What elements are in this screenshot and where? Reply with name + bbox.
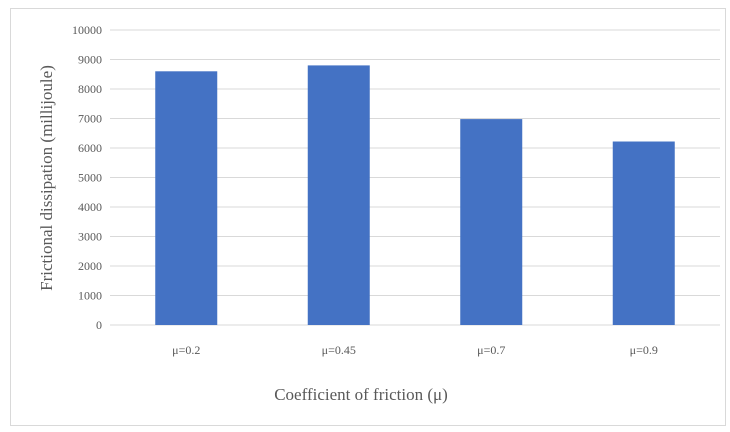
y-tick-label: 3000 <box>78 230 102 244</box>
x-tick-label: μ=0.7 <box>477 343 505 357</box>
y-tick-label: 1000 <box>78 289 102 303</box>
y-tick-label: 8000 <box>78 82 102 96</box>
x-axis-title: Coefficient of friction (μ) <box>274 385 448 404</box>
y-tick-label: 5000 <box>78 171 102 185</box>
bar-2 <box>307 65 370 326</box>
x-tick-label: μ=0.45 <box>322 343 356 357</box>
bar-3 <box>460 119 523 325</box>
y-tick-label: 4000 <box>78 200 102 214</box>
y-axis-title: Frictional dissipation (millijoule) <box>37 65 56 291</box>
bars <box>155 65 675 326</box>
x-tick-labels: μ=0.2 μ=0.45 μ=0.7 μ=0.9 <box>172 343 658 357</box>
bar-1 <box>155 71 218 325</box>
x-tick-label: μ=0.2 <box>172 343 200 357</box>
y-tick-label: 6000 <box>78 141 102 155</box>
x-tick-label: μ=0.9 <box>630 343 658 357</box>
y-tick-label: 2000 <box>78 259 102 273</box>
bar-4 <box>612 141 675 325</box>
y-tick-label: 0 <box>96 318 102 332</box>
y-tick-label: 10000 <box>72 23 102 37</box>
y-tick-label: 9000 <box>78 53 102 67</box>
y-tick-label: 7000 <box>78 112 102 126</box>
y-tick-labels: 0 1000 2000 3000 4000 5000 6000 7000 8000 9000 100… <box>72 23 102 332</box>
